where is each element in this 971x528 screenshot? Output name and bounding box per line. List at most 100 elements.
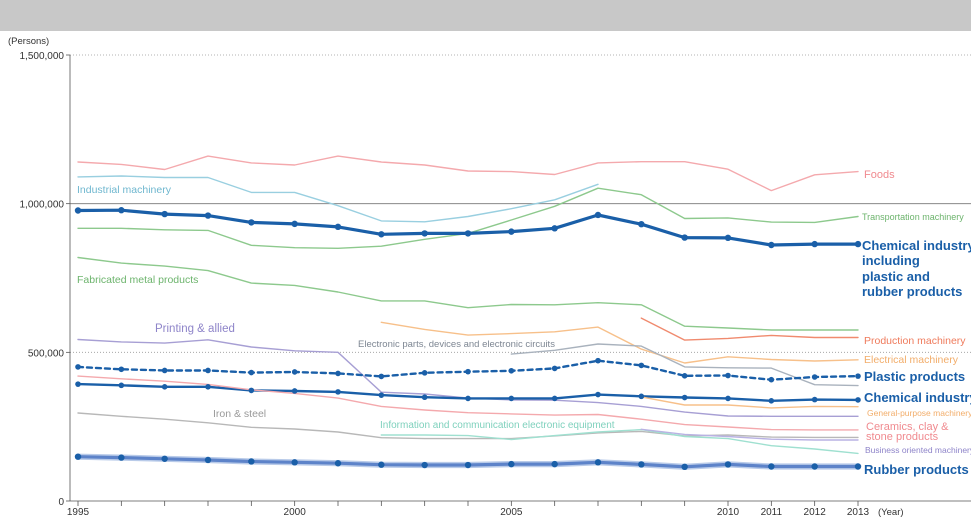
point-chemical-industry-including-plastic-and-rubber-products-2006 bbox=[551, 225, 557, 231]
label-business-oriented: Business oriented machinery bbox=[865, 445, 971, 455]
label-chemical-industry-incl-line2: including bbox=[862, 253, 920, 268]
point-chemical-industry-2004 bbox=[465, 396, 471, 402]
point-chemical-industry-including-plastic-and-rubber-products-1996 bbox=[118, 207, 124, 213]
x-tick-label: 2011 bbox=[761, 507, 783, 518]
point-plastic-products-2003 bbox=[422, 370, 428, 376]
point-chemical-industry-including-plastic-and-rubber-products-1998 bbox=[205, 212, 211, 218]
point-rubber-products-2001 bbox=[335, 460, 341, 466]
series-line-industrial-machinery bbox=[78, 176, 598, 222]
point-plastic-products-1999 bbox=[249, 370, 255, 376]
label-chemical-industry: Chemical industry bbox=[864, 390, 971, 405]
point-plastic-products-2009 bbox=[682, 373, 688, 379]
point-plastic-products-1998 bbox=[205, 368, 211, 374]
point-rubber-products-2007 bbox=[595, 459, 601, 465]
point-plastic-products-2004 bbox=[465, 369, 471, 375]
point-plastic-products-2001 bbox=[335, 371, 341, 377]
point-chemical-industry-including-plastic-and-rubber-products-2008 bbox=[638, 221, 644, 227]
y-tick-label: 500,000 bbox=[28, 348, 65, 359]
point-plastic-products-1995 bbox=[75, 364, 81, 370]
x-tick-label: 2012 bbox=[804, 507, 827, 518]
y-tick-label: 1,500,000 bbox=[20, 51, 65, 62]
point-plastic-products-2012 bbox=[812, 374, 818, 380]
point-chemical-industry-2003 bbox=[422, 394, 428, 400]
label-iron-steel: Iron & steel bbox=[213, 408, 266, 420]
point-rubber-products-2009 bbox=[681, 464, 687, 470]
point-chemical-industry-including-plastic-and-rubber-products-1997 bbox=[161, 211, 167, 217]
x-tick-label: 1995 bbox=[67, 507, 90, 518]
point-chemical-industry-1998 bbox=[205, 384, 211, 390]
point-plastic-products-2005 bbox=[509, 368, 515, 374]
point-chemical-industry-2005 bbox=[509, 396, 515, 402]
point-rubber-products-1998 bbox=[205, 457, 211, 463]
point-plastic-products-2010 bbox=[725, 373, 731, 379]
point-chemical-industry-including-plastic-and-rubber-products-2002 bbox=[378, 231, 384, 237]
point-rubber-products-2010 bbox=[725, 461, 731, 467]
point-chemical-industry-2006 bbox=[552, 396, 558, 402]
point-rubber-products-2013 bbox=[855, 463, 861, 469]
series-line-chemical-industry-including-plastic-and-rubber-products bbox=[78, 210, 858, 245]
point-rubber-products-1999 bbox=[248, 458, 254, 464]
point-rubber-products-2008 bbox=[638, 461, 644, 467]
point-chemical-industry-including-plastic-and-rubber-products-1995 bbox=[75, 207, 81, 213]
label-foods: Foods bbox=[864, 169, 895, 181]
point-chemical-industry-2010 bbox=[725, 396, 731, 402]
point-plastic-products-2007 bbox=[595, 358, 601, 364]
point-rubber-products-2003 bbox=[421, 462, 427, 468]
y-axis-label: (Persons) bbox=[8, 36, 49, 47]
point-chemical-industry-1996 bbox=[119, 383, 125, 389]
point-chemical-industry-2000 bbox=[292, 388, 298, 394]
point-chemical-industry-2001 bbox=[335, 389, 341, 395]
series-line-information-and-communication-electronic-equipment bbox=[381, 430, 858, 454]
point-plastic-products-2013 bbox=[855, 373, 861, 379]
label-rubber-products: Rubber products bbox=[864, 462, 969, 477]
x-tick-label: 2000 bbox=[284, 507, 307, 518]
series-line-foods bbox=[78, 156, 858, 191]
label-general-purpose: General-purpose machinery bbox=[867, 408, 971, 418]
y-tick-label: 0 bbox=[58, 497, 64, 508]
point-rubber-products-2006 bbox=[551, 461, 557, 467]
label-fabricated-metal: Fabricated metal products bbox=[77, 274, 198, 286]
point-chemical-industry-including-plastic-and-rubber-products-2007 bbox=[595, 212, 601, 218]
point-chemical-industry-including-plastic-and-rubber-products-2004 bbox=[465, 230, 471, 236]
point-chemical-industry-2012 bbox=[812, 397, 818, 403]
point-chemical-industry-2011 bbox=[769, 398, 775, 404]
series-line-fabricated-metal-products bbox=[78, 258, 858, 331]
x-tick-label: 2005 bbox=[500, 507, 523, 518]
point-plastic-products-1996 bbox=[119, 366, 125, 372]
label-plastic-products: Plastic products bbox=[864, 369, 965, 384]
point-rubber-products-2000 bbox=[291, 459, 297, 465]
label-chemical-industry-incl-line1: Chemical industry bbox=[862, 238, 971, 253]
point-chemical-industry-including-plastic-and-rubber-products-2001 bbox=[335, 224, 341, 230]
point-chemical-industry-including-plastic-and-rubber-products-2010 bbox=[725, 235, 731, 241]
label-chemical-industry-incl-line3: plastic and bbox=[862, 269, 930, 284]
series-line-electronic-parts-devices-and-electronic-circuits bbox=[511, 344, 858, 386]
point-chemical-industry-including-plastic-and-rubber-products-2011 bbox=[768, 242, 774, 248]
x-axis-label: (Year) bbox=[878, 507, 904, 518]
point-chemical-industry-1999 bbox=[249, 388, 255, 394]
point-rubber-products-2002 bbox=[378, 462, 384, 468]
y-tick-label: 1,000,000 bbox=[20, 200, 65, 211]
point-chemical-industry-2013 bbox=[855, 397, 861, 403]
point-rubber-products-2012 bbox=[811, 463, 817, 469]
label-electronic-parts: Electronic parts, devices and electronic… bbox=[358, 339, 555, 350]
point-chemical-industry-2007 bbox=[595, 392, 601, 398]
label-industrial-machinery: Industrial machinery bbox=[77, 184, 172, 196]
point-rubber-products-1997 bbox=[161, 456, 167, 462]
point-chemical-industry-2002 bbox=[379, 392, 385, 398]
point-rubber-products-2005 bbox=[508, 461, 514, 467]
point-chemical-industry-including-plastic-and-rubber-products-1999 bbox=[248, 219, 254, 225]
point-rubber-products-1995 bbox=[75, 453, 81, 459]
point-chemical-industry-1997 bbox=[162, 384, 168, 390]
label-transportation-machinery: Transportation machinery bbox=[862, 212, 964, 222]
point-chemical-industry-including-plastic-and-rubber-products-2005 bbox=[508, 228, 514, 234]
header-bar bbox=[0, 0, 971, 31]
point-rubber-products-2011 bbox=[768, 463, 774, 469]
point-chemical-industry-including-plastic-and-rubber-products-2000 bbox=[291, 221, 297, 227]
point-plastic-products-2000 bbox=[292, 369, 298, 375]
gridlines bbox=[70, 55, 971, 352]
point-chemical-industry-including-plastic-and-rubber-products-2013 bbox=[855, 241, 861, 247]
label-ceramics-line2: stone products bbox=[866, 431, 939, 443]
label-electrical-machinery: Electrical machinery bbox=[864, 354, 959, 366]
